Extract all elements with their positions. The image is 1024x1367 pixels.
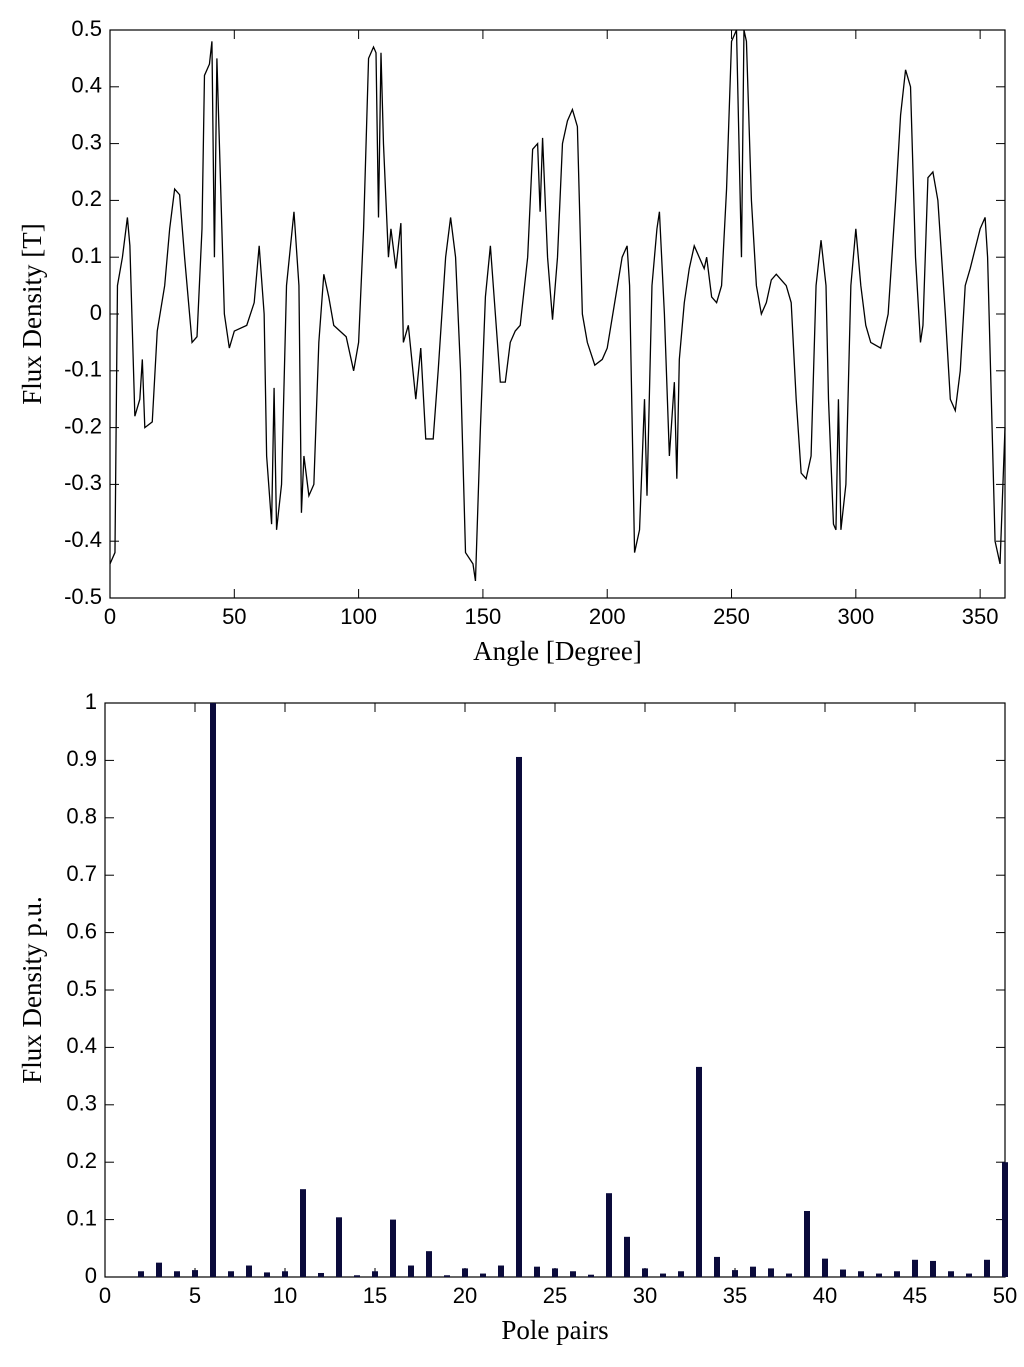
bar <box>768 1268 774 1277</box>
bar <box>246 1265 252 1277</box>
bar <box>732 1270 738 1277</box>
bar <box>570 1271 576 1277</box>
bar <box>372 1271 378 1277</box>
y-tick-label: 0.4 <box>71 73 102 98</box>
bar <box>948 1271 954 1277</box>
bar <box>858 1271 864 1277</box>
x-tick-label: 350 <box>962 604 999 629</box>
y-tick-label: 0.1 <box>66 1205 97 1230</box>
bar <box>318 1272 324 1277</box>
y-tick-label: 0.9 <box>66 746 97 771</box>
bar <box>264 1272 270 1277</box>
x-tick-label: 35 <box>723 1283 747 1308</box>
bar <box>300 1189 306 1277</box>
bar <box>804 1210 810 1277</box>
bar <box>426 1251 432 1277</box>
x-tick-label: 300 <box>837 604 874 629</box>
y-tick-label: -0.1 <box>64 357 102 382</box>
bar <box>480 1273 486 1277</box>
y-tick-label: 0.4 <box>66 1033 97 1058</box>
x-tick-label: 10 <box>273 1283 297 1308</box>
bar <box>678 1271 684 1277</box>
bar <box>336 1217 342 1277</box>
x-tick-label: 50 <box>993 1283 1017 1308</box>
bar <box>210 703 216 1277</box>
plot-area <box>104 702 1006 1278</box>
x-tick-label: 150 <box>465 604 502 629</box>
bar <box>714 1256 720 1277</box>
plot-area <box>109 29 1006 599</box>
bar <box>588 1274 594 1277</box>
data-line <box>109 29 1006 582</box>
x-tick-label: 50 <box>222 604 246 629</box>
bar <box>876 1273 882 1277</box>
x-tick-label: 20 <box>453 1283 477 1308</box>
bar <box>750 1266 756 1277</box>
y-tick-label: 0.7 <box>66 861 97 886</box>
bar <box>552 1268 558 1277</box>
bar <box>282 1271 288 1277</box>
x-tick-label: 25 <box>543 1283 567 1308</box>
y-axis-label: Flux Density p.u. <box>17 896 47 1084</box>
y-tick-label: -0.5 <box>64 584 102 609</box>
bar <box>984 1259 990 1277</box>
bar <box>822 1258 828 1277</box>
x-tick-label: 45 <box>903 1283 927 1308</box>
y-tick-label: 1 <box>85 689 97 714</box>
y-tick-label: 0.5 <box>71 16 102 41</box>
bar <box>444 1275 450 1277</box>
bar <box>894 1271 900 1277</box>
x-tick-label: 30 <box>633 1283 657 1308</box>
bar <box>174 1271 180 1277</box>
bar <box>1002 1162 1008 1277</box>
bar <box>696 1066 702 1277</box>
y-tick-label: 0.6 <box>66 918 97 943</box>
bar <box>138 1271 144 1277</box>
x-tick-label: 5 <box>189 1283 201 1308</box>
y-tick-label: 0.1 <box>71 243 102 268</box>
x-tick-label: 40 <box>813 1283 837 1308</box>
bar <box>786 1273 792 1277</box>
bar <box>606 1193 612 1277</box>
x-tick-label: 100 <box>340 604 377 629</box>
bar <box>642 1268 648 1277</box>
x-tick-label: 15 <box>363 1283 387 1308</box>
bar <box>192 1270 198 1277</box>
bar <box>624 1236 630 1277</box>
bar <box>966 1273 972 1277</box>
bar <box>930 1260 936 1277</box>
y-tick-label: -0.3 <box>64 470 102 495</box>
y-tick-label: 0 <box>85 1263 97 1288</box>
x-axis-label: Angle [Degree] <box>473 636 642 666</box>
bar <box>390 1219 396 1277</box>
y-tick-label: 0.3 <box>71 129 102 154</box>
x-tick-label: 0 <box>99 1283 111 1308</box>
y-tick-label: 0.5 <box>66 976 97 1001</box>
bar <box>354 1275 360 1277</box>
x-tick-label: 200 <box>589 604 626 629</box>
bar <box>534 1266 540 1277</box>
y-tick-label: 0.2 <box>71 186 102 211</box>
bar <box>228 1271 234 1277</box>
y-tick-label: 0.3 <box>66 1091 97 1116</box>
y-tick-label: 0.2 <box>66 1148 97 1173</box>
bar <box>408 1265 414 1277</box>
y-tick-label: 0.8 <box>66 804 97 829</box>
bar <box>912 1259 918 1277</box>
bar <box>516 756 522 1277</box>
x-axis-label: Pole pairs <box>501 1315 608 1345</box>
x-tick-label: 0 <box>104 604 116 629</box>
y-tick-label: -0.4 <box>64 527 102 552</box>
y-axis-label: Flux Density [T] <box>17 223 47 405</box>
y-tick-label: 0 <box>90 300 102 325</box>
y-tick-label: -0.2 <box>64 413 102 438</box>
x-tick-label: 250 <box>713 604 750 629</box>
bar <box>660 1273 666 1277</box>
bar <box>498 1265 504 1277</box>
bar <box>462 1268 468 1277</box>
bar <box>840 1269 846 1277</box>
bar <box>156 1262 162 1277</box>
